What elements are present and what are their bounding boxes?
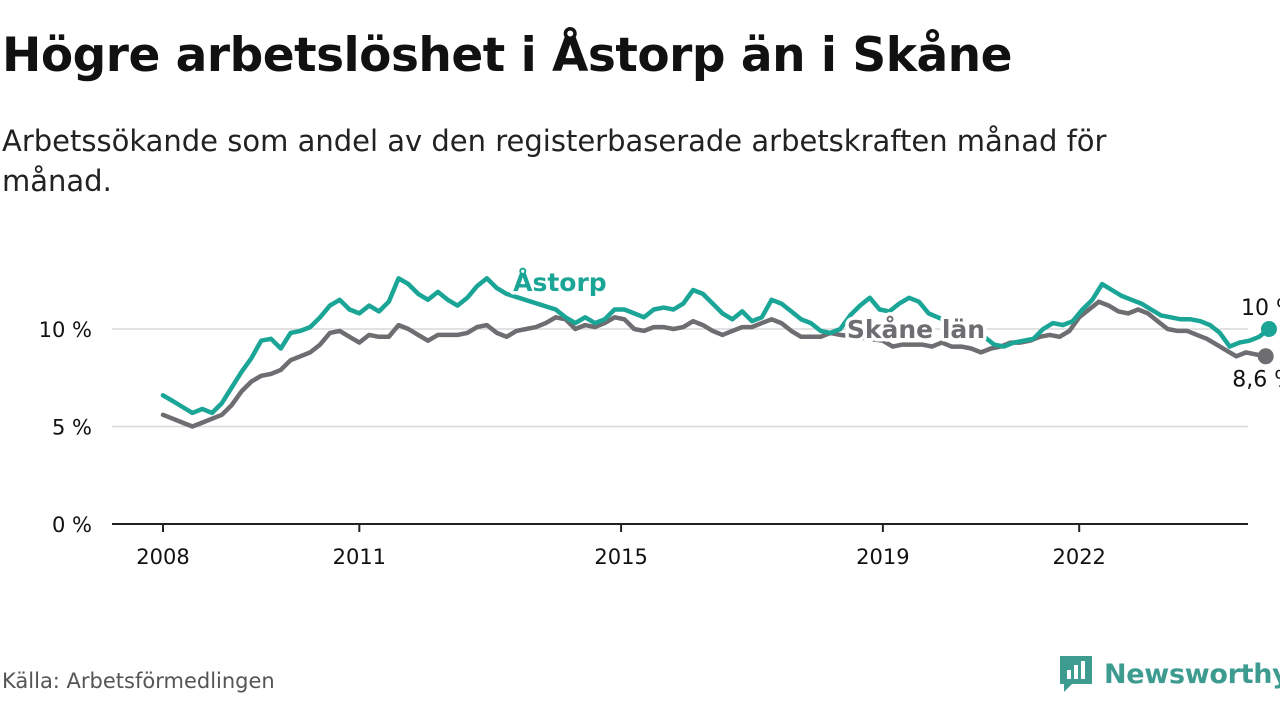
end-label-skane: 8,6 %	[1232, 367, 1280, 392]
end-marker-skane	[1257, 348, 1274, 365]
x-tick-label: 2008	[136, 545, 189, 569]
brand[interactable]: Newsworthy	[1058, 654, 1280, 694]
series-lines	[160, 276, 1277, 429]
newsworthy-logo-icon	[1060, 656, 1092, 692]
chart-subtitle: Arbetssökande som andel av den registerb…	[2, 124, 1107, 198]
x-tick-label: 2019	[856, 545, 909, 569]
series-line-astorp	[160, 276, 1272, 416]
end-marker-astorp	[1260, 321, 1277, 337]
series-label-astorp-halo: Åstorp	[513, 268, 607, 297]
y-tick-label: 10 %	[39, 318, 92, 342]
series-label-skane-halo: Skåne län	[847, 315, 985, 344]
series-label-astorp: Åstorp	[513, 268, 607, 297]
source-note: Källa: Arbetsförmedlingen	[2, 669, 275, 693]
x-tick-label: 2015	[594, 545, 647, 569]
axes: 0 % 5 % 10 % 2008 2011 2015 2019 2022	[39, 318, 1248, 569]
end-label-astorp: 10 %	[1241, 296, 1280, 321]
y-tick-label: 5 %	[52, 416, 92, 440]
y-tick-label: 0 %	[52, 513, 92, 537]
series-label-skane: Skåne län	[847, 315, 985, 344]
x-tick-label: 2022	[1052, 545, 1105, 569]
brand-name: Newsworthy	[1104, 658, 1280, 690]
series-line-skane	[160, 299, 1268, 429]
chart-title: Högre arbetslöshet i Åstorp än i Skåne	[2, 28, 1013, 83]
x-tick-label: 2011	[333, 545, 386, 569]
